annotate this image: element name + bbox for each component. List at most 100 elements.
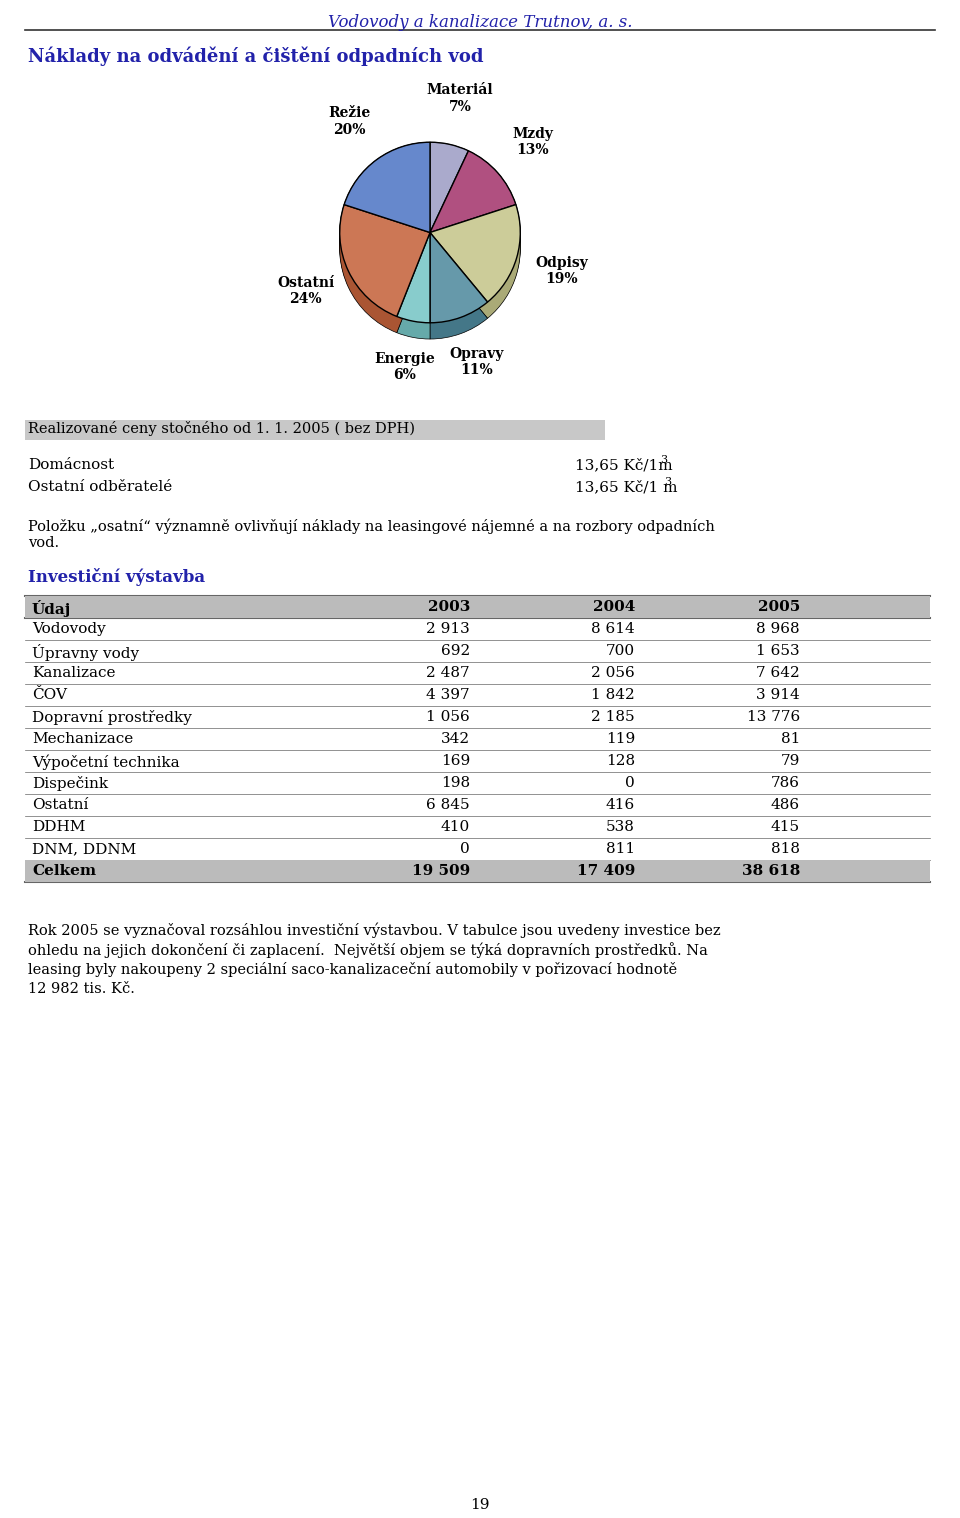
- Text: Ostatní odběratelé: Ostatní odběratelé: [28, 480, 172, 493]
- Text: Opravy
11%: Opravy 11%: [449, 346, 504, 376]
- Wedge shape: [430, 153, 516, 235]
- Wedge shape: [340, 205, 430, 316]
- Wedge shape: [430, 244, 488, 335]
- Wedge shape: [430, 158, 468, 247]
- Wedge shape: [430, 217, 520, 314]
- Text: Odpisy
19%: Odpisy 19%: [536, 255, 588, 285]
- Wedge shape: [430, 205, 520, 302]
- Text: 79: 79: [780, 754, 800, 768]
- Text: vod.: vod.: [28, 536, 60, 550]
- Wedge shape: [340, 205, 430, 316]
- Text: 12 982 tis. Kč.: 12 982 tis. Kč.: [28, 982, 134, 996]
- Wedge shape: [340, 220, 430, 331]
- Bar: [25, 420, 605, 440]
- Text: 8 614: 8 614: [591, 622, 635, 636]
- Text: 538: 538: [606, 820, 635, 833]
- Wedge shape: [344, 146, 430, 237]
- Text: Investiční výstavba: Investiční výstavba: [28, 568, 205, 586]
- Text: Domácnost: Domácnost: [28, 458, 114, 472]
- Wedge shape: [340, 216, 430, 328]
- Wedge shape: [430, 150, 516, 232]
- Wedge shape: [396, 249, 430, 339]
- Wedge shape: [430, 147, 468, 238]
- Text: 2003: 2003: [427, 600, 470, 613]
- Text: Vodovody: Vodovody: [32, 622, 106, 636]
- Text: 3: 3: [664, 477, 671, 487]
- Text: 13,65 Kč/1m: 13,65 Kč/1m: [575, 458, 673, 472]
- Text: 119: 119: [606, 732, 635, 745]
- Text: 410: 410: [441, 820, 470, 833]
- Wedge shape: [430, 155, 468, 244]
- Wedge shape: [430, 167, 516, 249]
- Text: 2005: 2005: [757, 600, 800, 613]
- Text: 3: 3: [660, 455, 667, 465]
- Text: Kanalizace: Kanalizace: [32, 666, 115, 680]
- Text: Položku „osatní“ významně ovlivňují náklady na leasingové nájemné a na rozbory o: Položku „osatní“ významně ovlivňují nákl…: [28, 518, 715, 533]
- Text: DNM, DDNM: DNM, DDNM: [32, 842, 136, 856]
- Wedge shape: [430, 205, 520, 302]
- Text: 818: 818: [771, 842, 800, 856]
- Text: 1 842: 1 842: [591, 688, 635, 701]
- Wedge shape: [344, 144, 430, 235]
- Wedge shape: [430, 208, 520, 305]
- Text: Výpočetní technika: Výpočetní technika: [32, 754, 180, 770]
- Text: 786: 786: [771, 776, 800, 789]
- Wedge shape: [396, 232, 430, 323]
- Wedge shape: [430, 161, 516, 241]
- Wedge shape: [430, 220, 520, 317]
- Wedge shape: [430, 211, 520, 308]
- Text: DDHM: DDHM: [32, 820, 85, 833]
- Wedge shape: [340, 220, 430, 332]
- Wedge shape: [396, 241, 430, 332]
- Wedge shape: [430, 220, 520, 319]
- Wedge shape: [430, 208, 520, 307]
- Wedge shape: [430, 150, 468, 241]
- Wedge shape: [430, 164, 516, 246]
- Text: 700: 700: [606, 644, 635, 657]
- Wedge shape: [430, 247, 488, 337]
- Wedge shape: [344, 149, 430, 240]
- Wedge shape: [344, 155, 430, 244]
- Wedge shape: [396, 237, 430, 326]
- Wedge shape: [396, 235, 430, 325]
- Wedge shape: [430, 232, 488, 323]
- Text: leasing byly nakoupeny 2 speciální saco-kanalizaceční automobily v pořizovací ho: leasing byly nakoupeny 2 speciální saco-…: [28, 962, 677, 978]
- Wedge shape: [344, 150, 430, 241]
- Text: Dispečink: Dispečink: [32, 776, 108, 791]
- Wedge shape: [430, 155, 516, 237]
- Text: 0: 0: [460, 842, 470, 856]
- Wedge shape: [430, 158, 468, 249]
- Wedge shape: [344, 158, 430, 247]
- Wedge shape: [344, 144, 430, 234]
- Wedge shape: [430, 234, 488, 325]
- Text: 692: 692: [441, 644, 470, 657]
- Bar: [25, 597, 930, 618]
- Wedge shape: [340, 214, 430, 326]
- Text: 2 056: 2 056: [591, 666, 635, 680]
- Text: Energie
6%: Energie 6%: [373, 352, 435, 383]
- Wedge shape: [340, 217, 430, 328]
- Wedge shape: [430, 152, 468, 241]
- Wedge shape: [430, 165, 516, 247]
- Text: 2 913: 2 913: [426, 622, 470, 636]
- Wedge shape: [430, 150, 516, 232]
- Text: 13,65 Kč/1 m: 13,65 Kč/1 m: [575, 480, 678, 493]
- Wedge shape: [430, 241, 488, 331]
- Wedge shape: [344, 156, 430, 246]
- Text: Celkem: Celkem: [32, 864, 96, 877]
- Text: Náklady na odvádění a čištění odpadních vod: Náklady na odvádění a čištění odpadních …: [28, 46, 484, 65]
- Text: 19: 19: [470, 1498, 490, 1512]
- Text: 169: 169: [441, 754, 470, 768]
- Wedge shape: [340, 208, 430, 320]
- Wedge shape: [396, 232, 430, 323]
- Text: ČOV: ČOV: [32, 688, 67, 701]
- Wedge shape: [344, 158, 430, 249]
- Wedge shape: [396, 244, 430, 335]
- Wedge shape: [430, 216, 520, 313]
- Wedge shape: [430, 235, 488, 325]
- Text: Ostatní: Ostatní: [32, 798, 88, 812]
- Wedge shape: [344, 143, 430, 232]
- Text: 19 509: 19 509: [412, 864, 470, 877]
- Wedge shape: [396, 240, 430, 329]
- Wedge shape: [430, 149, 468, 240]
